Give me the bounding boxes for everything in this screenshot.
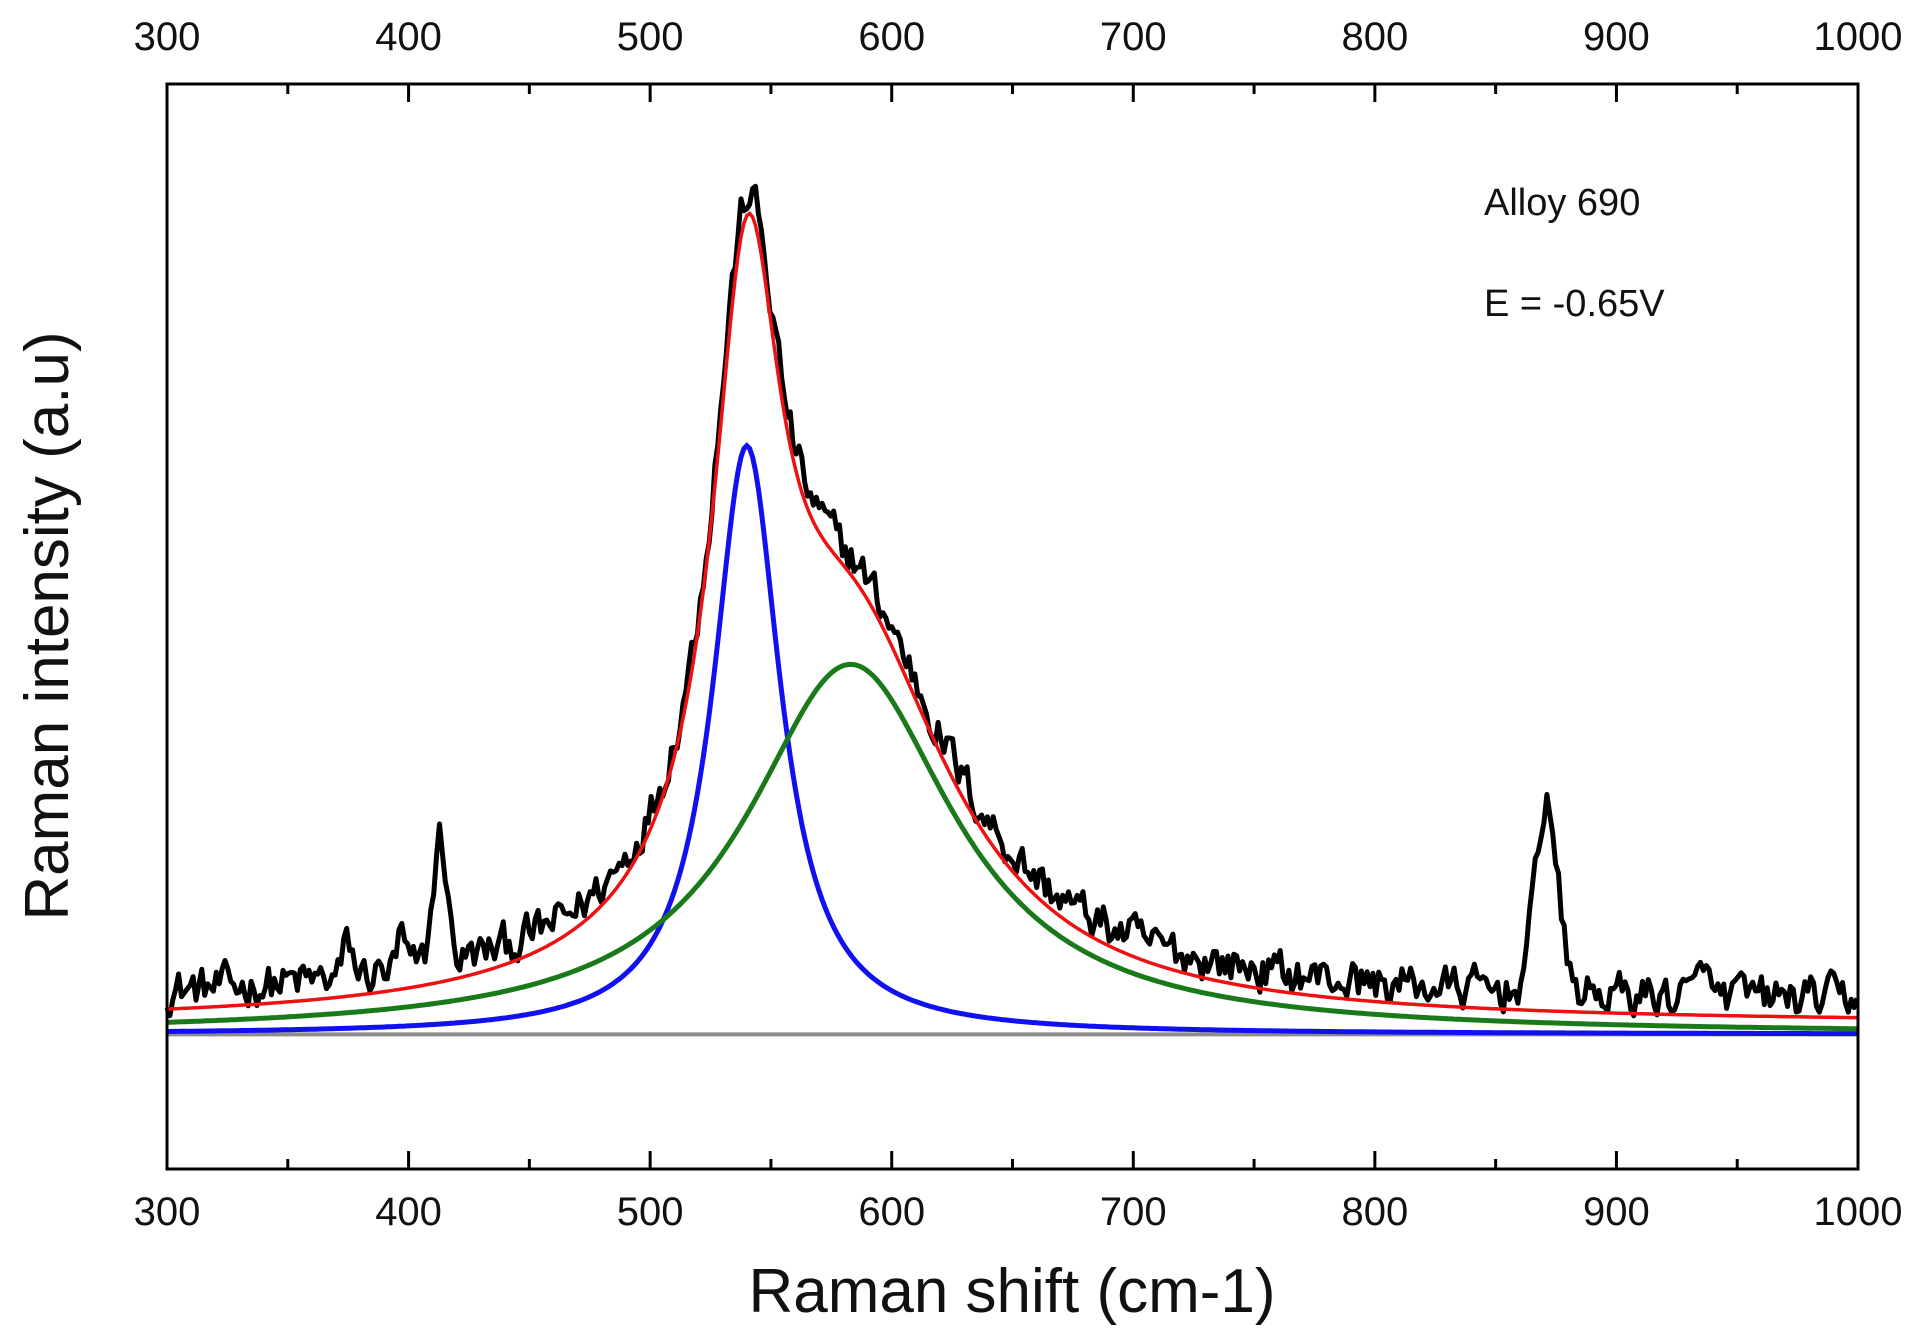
x-tick-label-top-800: 800: [1341, 15, 1408, 59]
series-cumulative-fit: [166, 211, 1857, 1020]
x-axis-bottom-ticks: [165, 1151, 1860, 1169]
series-layer: [164, 183, 1860, 1037]
x-tick-label-top-1000: 1000: [1814, 15, 1903, 59]
x-tick-label-bottom-500: 500: [617, 1190, 684, 1234]
x-tick-label-top-400: 400: [375, 15, 442, 59]
x-axis-bottom-labels: 300 400 500 600 700 800 900 1000: [134, 1190, 1903, 1234]
y-axis-title: Raman intensity (a.u): [13, 331, 82, 920]
x-tick-label-top-600: 600: [858, 15, 925, 59]
x-tick-label-bottom-600: 600: [858, 1190, 925, 1234]
x-tick-label-bottom-400: 400: [375, 1190, 442, 1234]
x-tick-label-top-500: 500: [617, 15, 684, 59]
x-tick-label-bottom-900: 900: [1583, 1190, 1650, 1234]
series-fit-peak-1: [167, 442, 1857, 1037]
x-tick-label-bottom-1000: 1000: [1814, 1190, 1903, 1234]
x-axis-title: Raman shift (cm-1): [748, 1257, 1275, 1326]
x-tick-label-top-300: 300: [134, 15, 201, 59]
x-tick-label-top-700: 700: [1100, 15, 1167, 59]
x-tick-label-bottom-700: 700: [1100, 1190, 1167, 1234]
x-axis-top-labels: 300 400 500 600 700 800 900 1000: [134, 15, 1903, 59]
plot-area: 300 400 500 600 700 800 900 1000 300 400 500 600 70…: [134, 15, 1903, 1234]
x-tick-label-bottom-300: 300: [134, 1190, 201, 1234]
annotation-potential: E = -0.65V: [1484, 283, 1665, 325]
series-fit-peak-2: [166, 661, 1857, 1032]
annotation-alloy: Alloy 690: [1484, 182, 1640, 224]
series-measured-spectrum: [164, 183, 1860, 1019]
x-tick-label-bottom-800: 800: [1341, 1190, 1408, 1234]
x-axis-top-ticks: [165, 84, 1860, 102]
x-tick-label-top-900: 900: [1583, 15, 1650, 59]
